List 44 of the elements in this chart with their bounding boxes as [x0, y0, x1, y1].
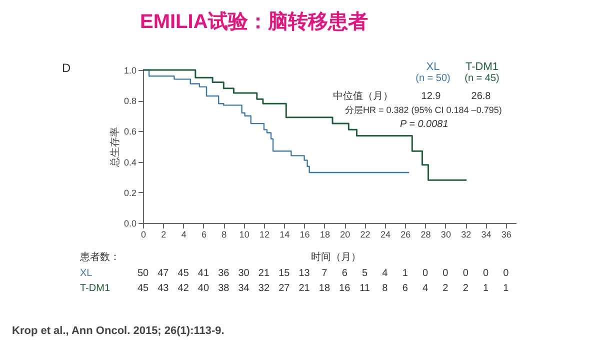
text: 患者数：	[79, 251, 120, 263]
y-tick-label: 0.6	[124, 126, 136, 137]
x-tick-label: 4	[181, 230, 186, 240]
annotation: (n = 50)	[416, 73, 450, 84]
y-axis-title: 总生存率	[108, 127, 121, 168]
x-tick-label: 2	[161, 230, 166, 240]
y-tick-label: 0.0	[124, 218, 136, 228]
x-tick-label: 28	[420, 230, 431, 240]
text: XL	[426, 61, 440, 73]
annotation: P = 0.0081	[400, 119, 448, 130]
x-tick-label: 26	[400, 230, 411, 240]
x-tick-label: 16	[300, 230, 310, 240]
text: 50 47 45 41 36 30 21 15 13 7 6 5 4 1 0 0 0 0 0	[137, 268, 509, 279]
x-tick-label: 10	[239, 230, 250, 240]
annotation: (n = 45)	[464, 73, 500, 84]
annotation: 分层HR = 0.382 (95% CI 0.184 –0.795)	[345, 105, 502, 115]
x-tick-label: 36	[501, 230, 512, 240]
x-tick-label: 20	[340, 230, 350, 240]
x-tick-label: 32	[461, 230, 472, 240]
x-tick-label: 30	[440, 230, 451, 240]
y-tick-label: 1.0	[124, 66, 136, 76]
x-tick-label: 8	[222, 230, 227, 240]
text: D	[62, 61, 71, 75]
x-tick-label: 6	[201, 230, 206, 240]
chart-title: EMILIA试验：脑转移患者	[140, 10, 368, 33]
text: T-DM1	[80, 283, 110, 294]
x-tick-label: 24	[380, 230, 390, 240]
text: Krop et al., Ann Oncol. 2015; 26(1):113-9.	[12, 325, 224, 337]
text: 45 43 42 40 38 34 32 27 21 18 16 11 8 6 4 2 2 1 1	[137, 283, 509, 294]
text: XL	[80, 268, 92, 279]
x-tick-label: 22	[360, 230, 370, 240]
annotation: 12.9	[421, 91, 442, 102]
text: T-DM1	[466, 61, 498, 73]
x-axis-title: 时间（月）	[311, 251, 361, 263]
y-tick-label: 0.4	[124, 157, 136, 168]
x-tick-label: 34	[481, 230, 492, 240]
x-tick-label: 12	[259, 230, 270, 240]
annotation: 26.8	[471, 91, 492, 102]
y-tick-label: 0.8	[124, 96, 136, 106]
annotation: 中位值（月）	[333, 90, 393, 102]
x-tick-label: 0	[140, 230, 146, 240]
x-tick-label: 18	[320, 230, 330, 240]
y-tick-label: 0.2	[124, 188, 136, 198]
x-tick-label: 14	[280, 230, 290, 240]
